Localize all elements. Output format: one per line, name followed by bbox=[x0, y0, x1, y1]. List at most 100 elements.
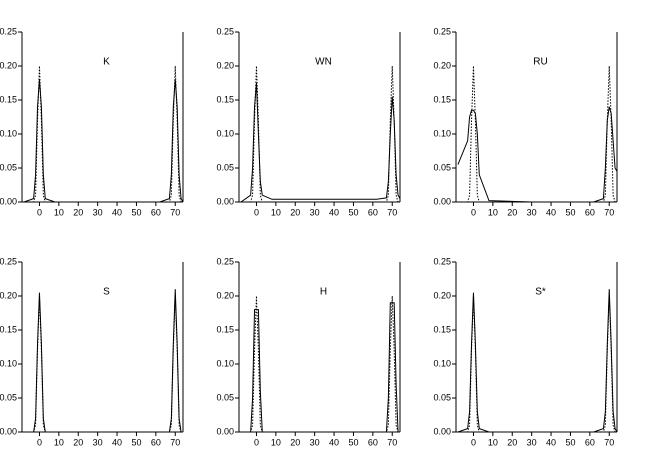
x-tick-label: 0 bbox=[471, 437, 476, 447]
x-tick-label: 50 bbox=[565, 437, 575, 447]
y-tick-label: 0.00 bbox=[216, 426, 234, 436]
y-tick-label: 0.10 bbox=[216, 358, 234, 368]
x-tick-label: 30 bbox=[93, 207, 103, 217]
x-tick-label: 70 bbox=[387, 437, 397, 447]
x-tick-label: 10 bbox=[488, 207, 498, 217]
y-tick-label: 0.15 bbox=[433, 324, 451, 334]
y-tick-label: 0.10 bbox=[433, 358, 451, 368]
curve bbox=[23, 65, 183, 203]
panel-title: RU bbox=[533, 57, 547, 68]
x-tick-label: 60 bbox=[151, 437, 161, 447]
x-tick-label: 20 bbox=[507, 437, 517, 447]
y-tick-label: 0.25 bbox=[0, 26, 17, 36]
y-tick-label: 0.20 bbox=[433, 60, 451, 70]
x-tick-label: 20 bbox=[290, 437, 300, 447]
x-tick-label: 0 bbox=[37, 207, 42, 217]
y-tick-label: 0.10 bbox=[0, 358, 17, 368]
x-tick-label: 30 bbox=[93, 437, 103, 447]
x-tick-label: 20 bbox=[507, 207, 517, 217]
y-tick-label: 0.10 bbox=[0, 128, 17, 138]
y-tick-label: 0.05 bbox=[216, 162, 234, 172]
x-tick-label: 0 bbox=[254, 207, 259, 217]
x-tick-label: 60 bbox=[368, 207, 378, 217]
curve bbox=[240, 302, 400, 433]
y-tick-label: 0.25 bbox=[216, 26, 234, 36]
curve bbox=[457, 289, 618, 433]
y-tick-label: 0.20 bbox=[0, 290, 17, 300]
curve bbox=[457, 295, 617, 433]
y-tick-label: 0.05 bbox=[0, 162, 17, 172]
y-tick-label: 0.25 bbox=[433, 26, 451, 36]
curve bbox=[240, 82, 401, 203]
x-tick-label: 40 bbox=[546, 207, 556, 217]
x-tick-label: 50 bbox=[131, 207, 141, 217]
curve bbox=[457, 106, 618, 203]
x-tick-label: 60 bbox=[151, 207, 161, 217]
x-tick-label: 70 bbox=[170, 437, 180, 447]
x-tick-label: 70 bbox=[170, 207, 180, 217]
x-tick-label: 40 bbox=[546, 437, 556, 447]
x-tick-label: 10 bbox=[54, 207, 64, 217]
curve bbox=[457, 65, 617, 203]
curve bbox=[23, 289, 183, 433]
curve bbox=[23, 295, 183, 433]
x-tick-label: 60 bbox=[585, 207, 595, 217]
panel-title: S bbox=[103, 287, 110, 298]
x-tick-label: 0 bbox=[37, 437, 42, 447]
x-tick-label: 20 bbox=[73, 437, 83, 447]
y-tick-label: 0.00 bbox=[0, 426, 17, 436]
x-tick-label: 50 bbox=[131, 437, 141, 447]
y-tick-label: 0.15 bbox=[0, 94, 17, 104]
x-tick-label: 10 bbox=[271, 207, 281, 217]
y-tick-label: 0.00 bbox=[0, 196, 17, 206]
y-tick-label: 0.05 bbox=[433, 392, 451, 402]
panel-title: H bbox=[320, 287, 327, 298]
y-tick-label: 0.15 bbox=[216, 324, 234, 334]
y-tick-label: 0.05 bbox=[0, 392, 17, 402]
x-tick-label: 60 bbox=[368, 437, 378, 447]
x-tick-label: 50 bbox=[348, 207, 358, 217]
y-tick-label: 0.25 bbox=[216, 256, 234, 266]
x-tick-label: 40 bbox=[329, 207, 339, 217]
y-tick-label: 0.00 bbox=[433, 196, 451, 206]
panel-title: WN bbox=[315, 57, 332, 68]
y-tick-label: 0.20 bbox=[216, 290, 234, 300]
panel-title: S* bbox=[535, 287, 546, 298]
x-tick-label: 30 bbox=[310, 437, 320, 447]
x-tick-label: 20 bbox=[73, 207, 83, 217]
y-tick-label: 0.15 bbox=[0, 324, 17, 334]
curve bbox=[240, 65, 400, 203]
x-tick-label: 30 bbox=[527, 437, 537, 447]
panel-title: K bbox=[103, 57, 110, 68]
x-tick-label: 70 bbox=[604, 437, 614, 447]
y-tick-label: 0.20 bbox=[0, 60, 17, 70]
x-tick-label: 30 bbox=[527, 207, 537, 217]
x-tick-label: 40 bbox=[112, 437, 122, 447]
x-tick-label: 70 bbox=[604, 207, 614, 217]
x-tick-label: 60 bbox=[585, 437, 595, 447]
y-tick-label: 0.20 bbox=[433, 290, 451, 300]
x-tick-label: 10 bbox=[271, 437, 281, 447]
x-tick-label: 40 bbox=[329, 437, 339, 447]
y-tick-label: 0.00 bbox=[216, 196, 234, 206]
y-tick-label: 0.10 bbox=[433, 128, 451, 138]
x-tick-label: 10 bbox=[488, 437, 498, 447]
y-tick-label: 0.05 bbox=[433, 162, 451, 172]
y-tick-label: 0.25 bbox=[433, 256, 451, 266]
x-tick-label: 30 bbox=[310, 207, 320, 217]
x-tick-label: 70 bbox=[387, 207, 397, 217]
y-tick-label: 0.10 bbox=[216, 128, 234, 138]
curve bbox=[23, 79, 184, 203]
y-tick-label: 0.25 bbox=[0, 256, 17, 266]
x-tick-label: 40 bbox=[112, 207, 122, 217]
y-tick-label: 0.00 bbox=[433, 426, 451, 436]
y-tick-label: 0.05 bbox=[216, 392, 234, 402]
x-tick-label: 50 bbox=[565, 207, 575, 217]
y-tick-label: 0.15 bbox=[433, 94, 451, 104]
x-tick-label: 0 bbox=[254, 437, 259, 447]
curve bbox=[240, 295, 400, 433]
x-tick-label: 10 bbox=[54, 437, 64, 447]
x-tick-label: 50 bbox=[348, 437, 358, 447]
x-tick-label: 0 bbox=[471, 207, 476, 217]
